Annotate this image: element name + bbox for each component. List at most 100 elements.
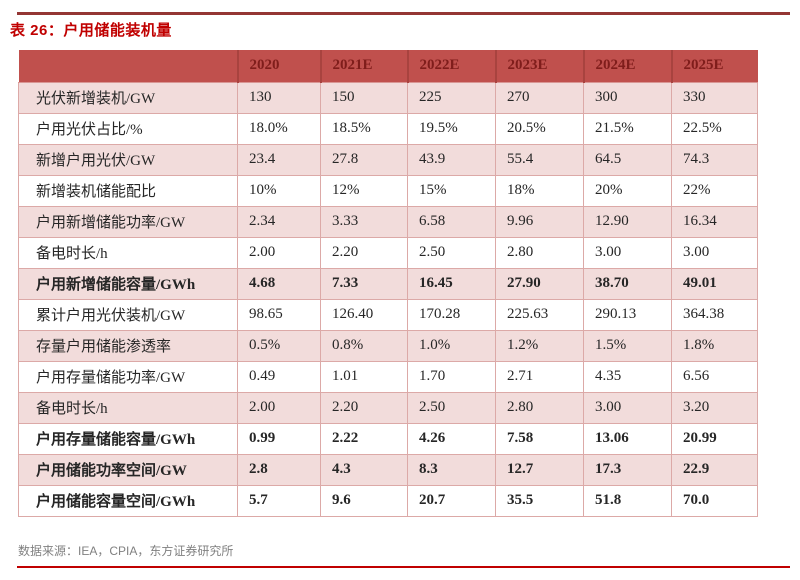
- cell-value: 2.22: [320, 422, 408, 455]
- cell-value: 18.0%: [237, 112, 321, 145]
- cell-value: 35.5: [495, 484, 584, 517]
- cell-value: 38.70: [583, 267, 672, 300]
- cell-value: 330: [671, 81, 758, 114]
- row-label: 户用储能功率空间/GW: [18, 453, 238, 486]
- cell-value: 1.2%: [495, 329, 584, 362]
- cell-value: 2.8: [237, 453, 321, 486]
- cell-value: 0.8%: [320, 329, 408, 362]
- cell-value: 51.8: [583, 484, 672, 517]
- cell-value: 21.5%: [583, 112, 672, 145]
- cell-value: 150: [320, 81, 408, 114]
- cell-value: 290.13: [583, 298, 672, 331]
- cell-value: 2.80: [495, 391, 584, 424]
- table-row: 户用光伏占比/% 18.0% 18.5% 19.5% 20.5% 21.5% 22.5%: [18, 112, 758, 145]
- table-row: 备电时长/h 2.00 2.20 2.50 2.80 3.00 3.20: [18, 391, 758, 424]
- cell-value: 7.33: [320, 267, 408, 300]
- top-rule: [17, 12, 790, 15]
- table-row: 户用新增储能功率/GW 2.34 3.33 6.58 9.96 12.90 16.34: [18, 205, 758, 238]
- header-year-2021E: 2021E: [320, 50, 409, 83]
- cell-value: 64.5: [583, 143, 672, 176]
- table-row: 新增装机储能配比 10% 12% 15% 18% 20% 22%: [18, 174, 758, 207]
- cell-value: 55.4: [495, 143, 584, 176]
- cell-value: 170.28: [407, 298, 496, 331]
- cell-value: 2.71: [495, 360, 584, 393]
- cell-value: 126.40: [320, 298, 408, 331]
- row-label: 户用新增储能功率/GW: [18, 205, 238, 238]
- table-row: 户用存量储能容量/GWh 0.99 2.22 4.26 7.58 13.06 20.99: [18, 422, 758, 455]
- cell-value: 16.45: [407, 267, 496, 300]
- cell-value: 22.9: [671, 453, 758, 486]
- cell-value: 3.33: [320, 205, 408, 238]
- cell-value: 2.00: [237, 236, 321, 269]
- cell-value: 1.01: [320, 360, 408, 393]
- cell-value: 2.20: [320, 236, 408, 269]
- cell-value: 12.7: [495, 453, 584, 486]
- table-title: 表 26：户用储能装机量: [10, 22, 172, 39]
- cell-value: 4.26: [407, 422, 496, 455]
- cell-value: 27.90: [495, 267, 584, 300]
- cell-value: 23.4: [237, 143, 321, 176]
- cell-value: 13.06: [583, 422, 672, 455]
- cell-value: 18.5%: [320, 112, 408, 145]
- header-year-2020: 2020: [237, 50, 322, 83]
- header-year-2022E: 2022E: [407, 50, 497, 83]
- cell-value: 3.00: [583, 236, 672, 269]
- table-row: 新增户用光伏/GW 23.4 27.8 43.9 55.4 64.5 74.3: [18, 143, 758, 176]
- cell-value: 74.3: [671, 143, 758, 176]
- cell-value: 2.34: [237, 205, 321, 238]
- cell-value: 12.90: [583, 205, 672, 238]
- cell-value: 20%: [583, 174, 672, 207]
- row-label: 备电时长/h: [18, 391, 238, 424]
- cell-value: 7.58: [495, 422, 584, 455]
- header-year-2023E: 2023E: [495, 50, 585, 83]
- cell-value: 0.49: [237, 360, 321, 393]
- cell-value: 49.01: [671, 267, 758, 300]
- cell-value: 3.00: [671, 236, 758, 269]
- cell-value: 98.65: [237, 298, 321, 331]
- table-row: 存量户用储能渗透率 0.5% 0.8% 1.0% 1.2% 1.5% 1.8%: [18, 329, 758, 362]
- cell-value: 1.0%: [407, 329, 496, 362]
- row-label: 备电时长/h: [18, 236, 238, 269]
- cell-value: 6.56: [671, 360, 758, 393]
- table-row: 户用储能功率空间/GW 2.8 4.3 8.3 12.7 17.3 22.9: [18, 453, 758, 486]
- row-label: 户用光伏占比/%: [18, 112, 238, 145]
- cell-value: 130: [237, 81, 321, 114]
- cell-value: 20.5%: [495, 112, 584, 145]
- cell-value: 17.3: [583, 453, 672, 486]
- table-row: 户用存量储能功率/GW 0.49 1.01 1.70 2.71 4.35 6.56: [18, 360, 758, 393]
- header-empty-cell: [18, 50, 239, 83]
- table-row: 光伏新增装机/GW 130 150 225 270 300 330: [18, 81, 758, 114]
- cell-value: 4.3: [320, 453, 408, 486]
- cell-value: 5.7: [237, 484, 321, 517]
- cell-value: 20.7: [407, 484, 496, 517]
- cell-value: 8.3: [407, 453, 496, 486]
- cell-value: 20.99: [671, 422, 758, 455]
- row-label: 累计户用光伏装机/GW: [18, 298, 238, 331]
- table-row: 户用新增储能容量/GWh 4.68 7.33 16.45 27.90 38.70 49.01: [18, 267, 758, 300]
- table-row: 备电时长/h 2.00 2.20 2.50 2.80 3.00 3.00: [18, 236, 758, 269]
- cell-value: 270: [495, 81, 584, 114]
- row-label: 光伏新增装机/GW: [18, 81, 238, 114]
- cell-value: 0.5%: [237, 329, 321, 362]
- cell-value: 0.99: [237, 422, 321, 455]
- data-table: 2020 2021E 2022E 2023E 2024E 2025E 光伏新增装机/GW 1…: [18, 50, 758, 517]
- cell-value: 2.50: [407, 236, 496, 269]
- cell-value: 10%: [237, 174, 321, 207]
- cell-value: 22.5%: [671, 112, 758, 145]
- cell-value: 18%: [495, 174, 584, 207]
- row-label: 户用储能容量空间/GWh: [18, 484, 238, 517]
- cell-value: 9.6: [320, 484, 408, 517]
- cell-value: 12%: [320, 174, 408, 207]
- cell-value: 27.8: [320, 143, 408, 176]
- row-label: 新增装机储能配比: [18, 174, 238, 207]
- cell-value: 19.5%: [407, 112, 496, 145]
- cell-value: 6.58: [407, 205, 496, 238]
- cell-value: 4.35: [583, 360, 672, 393]
- cell-value: 225: [407, 81, 496, 114]
- cell-value: 15%: [407, 174, 496, 207]
- cell-value: 16.34: [671, 205, 758, 238]
- table-row: 户用储能容量空间/GWh 5.7 9.6 20.7 35.5 51.8 70.0: [18, 484, 758, 517]
- row-label: 户用存量储能容量/GWh: [18, 422, 238, 455]
- cell-value: 1.5%: [583, 329, 672, 362]
- cell-value: 2.50: [407, 391, 496, 424]
